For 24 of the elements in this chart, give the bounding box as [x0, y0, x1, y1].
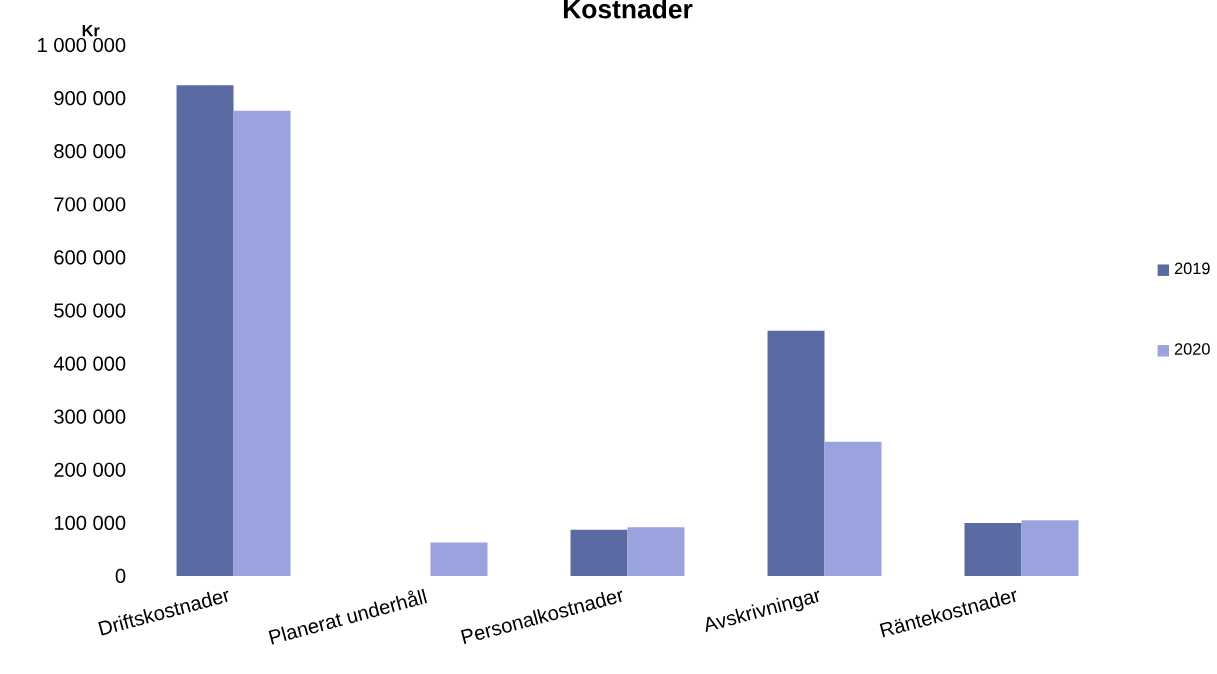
chart-title: Kostnader: [563, 0, 693, 19]
bar: [430, 542, 488, 576]
y-tick-label: 300 000: [54, 409, 126, 424]
y-tick-label: 600 000: [54, 250, 126, 265]
y-tick-label: 400 000: [53, 356, 126, 371]
bar: [824, 441, 882, 576]
y-tick-label: 1 000 000: [38, 37, 126, 53]
y-tick-label: 900 000: [54, 90, 126, 106]
bar: [627, 527, 685, 576]
y-tick-label: 500 000: [54, 303, 126, 318]
legend-label: 2020: [1174, 343, 1210, 355]
y-tick-label: 800 000: [54, 144, 126, 159]
y-axis-title: Kr: [82, 24, 100, 37]
bar: [767, 330, 825, 576]
bar: [570, 529, 628, 576]
y-tick-label: 200 000: [54, 462, 126, 477]
y-tick-label: 700 000: [54, 197, 126, 212]
y-tick-label: 0: [115, 568, 126, 584]
bar: [964, 522, 1022, 576]
bar: [176, 85, 234, 576]
y-tick-label: 100 000: [54, 515, 126, 531]
bar: [233, 110, 291, 576]
legend-label: 2019: [1174, 262, 1210, 275]
bar: [1021, 520, 1079, 576]
